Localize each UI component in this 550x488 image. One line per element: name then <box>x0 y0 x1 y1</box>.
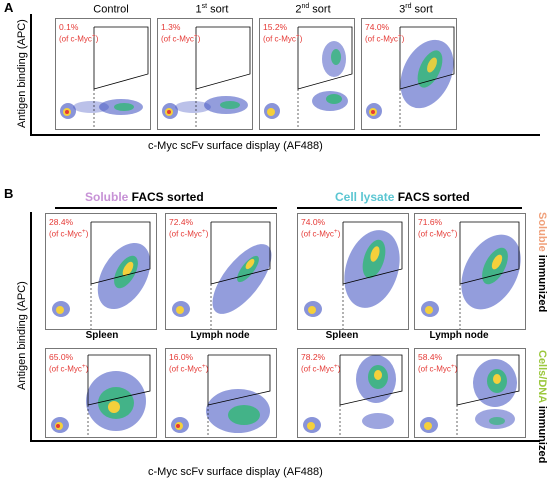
gate-percentage: 78.2% (of c-Myc+) <box>301 352 341 374</box>
flow-plot-soluble-lymph-top: 72.4% (of c-Myc+) <box>165 213 277 330</box>
gate-percentage: 28.4% (of c-Myc+) <box>49 217 89 239</box>
group-header-line-right <box>297 207 522 209</box>
row-label-cells-dna-immunized: Cells/DNA immunized <box>536 350 548 464</box>
panel-a-y-axis-line <box>30 14 32 134</box>
flow-plot-lysate-lymph-top: 71.6% (of c-Myc+) <box>414 213 526 330</box>
panel-b-y-axis-line <box>30 212 32 440</box>
panel-b-y-axis-label: Antigen binding (APC) <box>16 281 28 390</box>
gate-percentage: 16.0% (of c-Myc+) <box>169 352 209 374</box>
panel-a-letter: A <box>4 0 14 15</box>
panel-a-x-axis-label: c-Myc scFv surface display (AF488) <box>148 140 323 152</box>
gate-percentage: 65.0% (of c-Myc+) <box>49 352 89 374</box>
gate-percentage: 72.4% (of c-Myc+) <box>169 217 209 239</box>
flow-plot-soluble-spleen-top: 28.4% (of c-Myc+) <box>45 213 157 330</box>
flow-plot-lysate-spleen-top: 74.0% (of c-Myc+) <box>297 213 409 330</box>
gate-percentage: 71.6% (of c-Myc+) <box>418 217 458 239</box>
tissue-label-spleen: Spleen <box>85 330 119 341</box>
panel-a-y-axis-label: Antigen binding (APC) <box>16 19 28 128</box>
group-header-lysate-sorted: Cell lysate FACS sorted <box>335 190 470 204</box>
column-title-sort-3: 3rd sort <box>399 3 433 16</box>
flow-plot-sort-2: 15.2% (of c-Myc+) <box>259 18 355 130</box>
column-title-sort-1: 1st sort <box>195 3 229 16</box>
flow-plot-lysate-lymph-bottom: 58.4% (of c-Myc+) <box>414 348 526 438</box>
group-header-line-left <box>55 207 277 209</box>
group-header-soluble-sorted: Soluble FACS sorted <box>85 190 204 204</box>
column-title-sort-2: 2nd sort <box>295 3 331 16</box>
panel-a-x-axis-line <box>30 134 540 136</box>
column-title-control: Control <box>93 3 129 16</box>
flow-plot-sort-3: 74.0% (of c-Myc+) <box>361 18 457 130</box>
gate-percentage: 74.0% (of c-Myc+) <box>365 22 405 44</box>
gate-percentage: 58.4% (of c-Myc+) <box>418 352 458 374</box>
gate-percentage: 74.0% (of c-Myc+) <box>301 217 341 239</box>
flow-plot-soluble-spleen-bottom: 65.0% (of c-Myc+) <box>45 348 157 438</box>
panel-b-x-axis-line <box>30 440 540 442</box>
panel-b-letter: B <box>4 186 14 201</box>
flow-plot-lysate-spleen-bottom: 78.2% (of c-Myc+) <box>297 348 409 438</box>
tissue-label-lymph-node: Lymph node <box>190 330 250 341</box>
gate-percentage: 1.3% (of c-Myc+) <box>161 22 201 44</box>
row-label-soluble-immunized: Soluble immunized <box>536 212 548 313</box>
tissue-label-lymph-node: Lymph node <box>429 330 489 341</box>
gate-percentage: 0.1% (of c-Myc+) <box>59 22 99 44</box>
flow-plot-soluble-lymph-bottom: 16.0% (of c-Myc+) <box>165 348 277 438</box>
flow-plot-sort-1: 1.3% (of c-Myc+) <box>157 18 253 130</box>
tissue-label-spleen: Spleen <box>325 330 359 341</box>
flow-plot-control: 0.1% (of c-Myc+) <box>55 18 151 130</box>
gate-percentage: 15.2% (of c-Myc+) <box>263 22 303 44</box>
panel-b-x-axis-label: c-Myc scFv surface display (AF488) <box>148 466 323 478</box>
